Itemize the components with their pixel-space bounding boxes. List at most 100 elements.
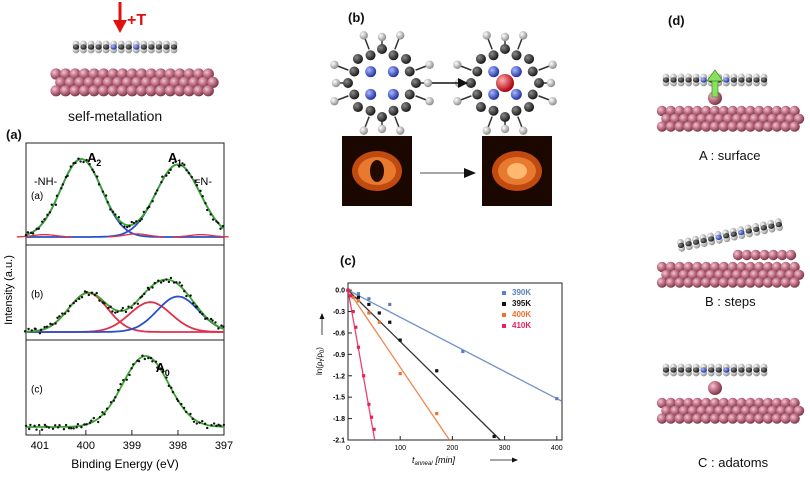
carbon-atom [352, 102, 363, 113]
xps-data-point [130, 367, 133, 370]
legend-label: 410K [512, 321, 531, 330]
copper-atom [188, 76, 200, 88]
xps-data-point [109, 208, 112, 211]
copper-atom [683, 277, 694, 288]
xps-data-point [143, 357, 146, 361]
copper-atom [692, 413, 703, 424]
xps-data-point [85, 423, 88, 426]
copper-atom [164, 85, 176, 97]
hydrogen-atom [377, 124, 387, 134]
xps-data-point [43, 423, 47, 427]
xps-data-point [67, 309, 70, 313]
xps-data-point [96, 420, 100, 424]
x-tick-label: 400 [551, 445, 563, 452]
nitrogen-atom [488, 66, 500, 78]
copper-atom [136, 85, 148, 97]
copper-atom [784, 405, 796, 416]
carbon-atom [768, 223, 775, 229]
data-point-390K [461, 349, 465, 354]
copper-atom [771, 105, 783, 117]
xps-data-point [119, 222, 122, 225]
xps-data-point [221, 224, 225, 228]
carbon-atom [488, 105, 499, 116]
xps-data-point [175, 281, 178, 284]
data-point-395K [377, 311, 381, 315]
carbon-atom [700, 237, 707, 244]
carbon-atom [349, 66, 360, 77]
carbon-atom [753, 77, 760, 83]
carbon-atom [760, 367, 768, 373]
carbon-atom [662, 367, 670, 373]
arrow-head-icon [464, 168, 476, 178]
carbon-atom [745, 228, 752, 234]
xps-data-point [222, 423, 226, 427]
xps-data-point [133, 302, 136, 305]
y-axis-label: Intensity (a.u.) [3, 255, 15, 325]
copper-atom [750, 249, 761, 261]
copper-atom [749, 113, 761, 124]
copper-atom [145, 85, 157, 97]
data-point-400K [398, 372, 402, 376]
copper-atom [687, 113, 699, 124]
copper-atom [159, 76, 172, 88]
carbon-atom [411, 78, 421, 88]
copper-atom [670, 269, 681, 280]
x-label-sub: anneal [415, 461, 434, 467]
data-point-410K [346, 288, 350, 292]
xps-data-point [29, 423, 32, 427]
hydrogen-atom [425, 60, 434, 69]
copper-atom [762, 413, 774, 424]
xps-data-point [48, 211, 52, 214]
copper-atom [793, 405, 805, 416]
carbon-atom [401, 53, 412, 64]
xps-data-point [161, 370, 164, 374]
copper-atom [736, 277, 747, 288]
copper-atom [771, 121, 783, 132]
carbon-atom [377, 112, 387, 122]
xps-data-point [143, 292, 146, 296]
stm-image-before [342, 136, 412, 206]
carbon-atom [125, 44, 132, 50]
carbon-atom [715, 367, 722, 373]
carbon-atom [708, 367, 715, 373]
xps-data-point [182, 406, 186, 410]
copper-atom [740, 269, 752, 280]
xps-data-point [159, 367, 163, 370]
copper-atom [776, 269, 787, 280]
xps-data-point [206, 426, 209, 430]
xps-data-point [147, 356, 150, 360]
copper-atom [656, 397, 668, 409]
x-tick-label: 300 [499, 445, 511, 452]
nitrogen-atom [365, 66, 377, 78]
y-tick-label: -0.3 [333, 309, 345, 316]
x-label-unit: [min] [435, 455, 456, 465]
copper-atom [107, 85, 119, 97]
xps-data-point [219, 424, 222, 427]
xps-data-point [153, 281, 156, 285]
copper-atom [88, 68, 100, 80]
copper-atom [78, 85, 91, 97]
copper-atom [98, 85, 110, 97]
peak-label-a2-sub: 2 [96, 158, 101, 168]
copper-atom [696, 269, 707, 280]
xps-data-point [185, 410, 188, 414]
carbon-atom [170, 44, 178, 50]
xps-data-point [220, 324, 223, 327]
xps-spectra: 401 400 399 398 397 Intensity (a.u.) Binding E… [3, 142, 233, 471]
xps-data-point [201, 195, 204, 198]
xps-data-point [146, 207, 149, 210]
data-point-390K [555, 397, 559, 401]
carbon-atom [475, 102, 486, 113]
stm-center-dark [370, 160, 384, 182]
y-label-part: /ρ [315, 353, 324, 360]
copper-atom [793, 113, 805, 124]
nitrogen-atom [510, 66, 522, 78]
copper-atom [656, 121, 668, 132]
n-label: =N- [194, 176, 212, 188]
xps-data-point [128, 224, 131, 228]
copper-step-slab [656, 249, 805, 288]
copper-atom [64, 76, 76, 88]
xps-data-point [204, 317, 207, 321]
copper-atom [776, 113, 787, 124]
data-point-400K [367, 311, 371, 315]
